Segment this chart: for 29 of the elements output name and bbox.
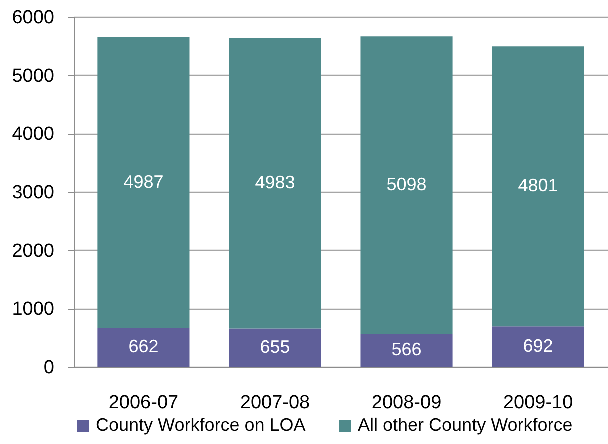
data-label: 4987 [124, 172, 164, 192]
data-label: 4983 [255, 172, 296, 192]
bar [98, 328, 190, 367]
data-label: 566 [392, 339, 422, 360]
bar [360, 334, 453, 367]
bar [492, 46, 584, 327]
x-tick-label: 2009-10 [503, 392, 574, 414]
bar [360, 36, 453, 334]
y-tick-label: 0 [44, 358, 54, 378]
x-tick-label: 2006-07 [108, 392, 179, 414]
data-label: 5098 [386, 174, 427, 194]
bar [492, 326, 584, 367]
bar [98, 37, 190, 328]
data-label: 655 [260, 336, 290, 357]
y-tick-label: 6000 [12, 8, 54, 28]
y-tick-label: 3000 [12, 182, 54, 204]
bar [229, 38, 322, 329]
legend-label: All other County Workforce [358, 415, 573, 435]
x-tick-label: 2008-09 [372, 392, 442, 414]
y-tick-label: 5000 [12, 66, 54, 87]
data-label: 692 [523, 336, 554, 356]
y-tick-label: 2000 [12, 240, 54, 262]
x-tick-label: 2007-08 [240, 392, 310, 414]
bar [229, 328, 322, 367]
data-label: 662 [128, 336, 159, 357]
legend-label: County Workforce on LOA [96, 415, 306, 435]
data-label: 4801 [518, 176, 558, 196]
y-tick-label: 4000 [12, 124, 54, 146]
y-tick-label: 1000 [12, 299, 54, 320]
